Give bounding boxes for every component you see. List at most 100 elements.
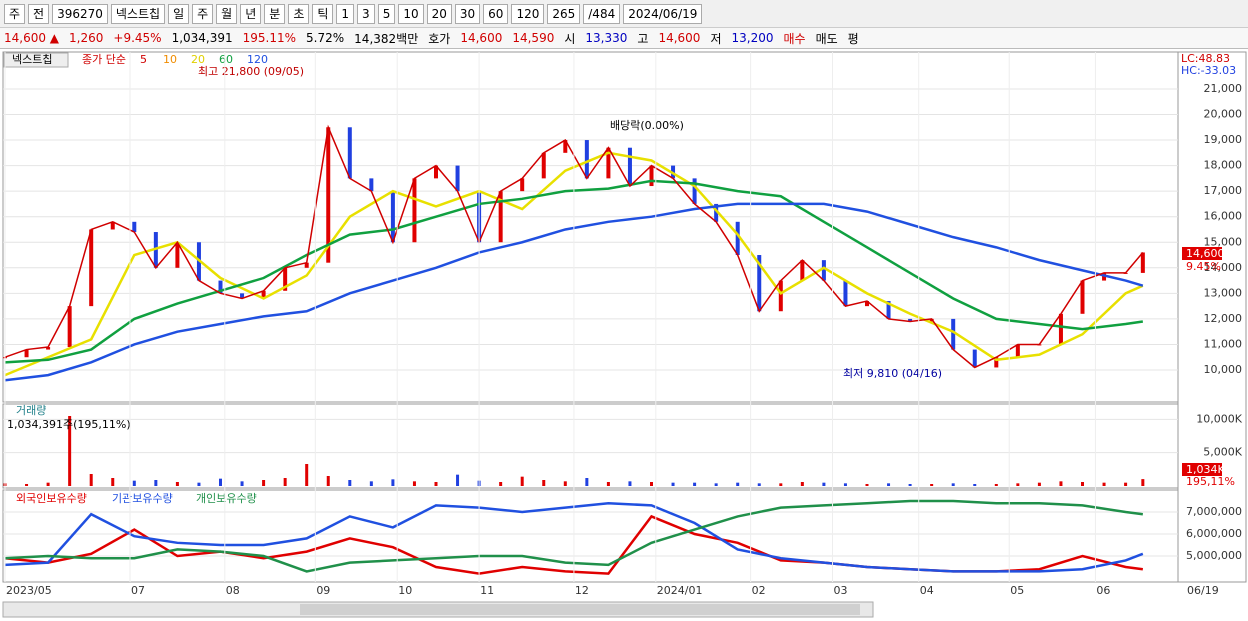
toolbar-item[interactable]: 265 xyxy=(547,3,581,24)
toolbar-item[interactable]: 분 xyxy=(264,3,286,24)
toolbar-item[interactable]: 30 xyxy=(454,3,481,24)
toolbar-item[interactable]: 5 xyxy=(377,3,396,24)
volume-bar xyxy=(800,482,804,486)
volume-bar xyxy=(46,482,50,486)
legend-item: 20 xyxy=(191,53,205,66)
scroll-thumb[interactable] xyxy=(300,604,860,615)
info-item: 1,260 xyxy=(69,31,104,45)
candle xyxy=(735,221,740,256)
toolbar-item[interactable]: 1 xyxy=(336,3,355,24)
volume-bar xyxy=(714,483,718,486)
x-tick-label: 09 xyxy=(316,584,330,597)
toolbar-item[interactable]: 396270 xyxy=(52,3,108,24)
candle xyxy=(132,221,137,233)
y-tick-label: 10,000 xyxy=(1204,363,1243,376)
toolbar-item[interactable]: 주 xyxy=(4,3,26,24)
volume-bar xyxy=(305,464,309,486)
volume-bar xyxy=(89,474,93,486)
candle xyxy=(1080,280,1085,314)
y-tick-label: 15,000 xyxy=(1204,235,1243,248)
candle xyxy=(498,191,503,243)
toolbar-item[interactable]: 일 xyxy=(168,3,190,24)
volume-bar xyxy=(499,482,503,486)
candle xyxy=(46,347,51,350)
last-pct: 9.45% xyxy=(1186,260,1221,273)
volume-bar xyxy=(434,482,438,486)
toolbar: 주 전 396270 넥스트칩 일 주 월 년 분 초 틱 1 3 5 10 20 30 60 120 265/484… xyxy=(0,0,1248,28)
volume-bar xyxy=(412,481,416,486)
toolbar-item[interactable]: 전 xyxy=(28,3,50,24)
volume-bar xyxy=(283,478,287,486)
candle xyxy=(89,229,94,307)
volume-bar xyxy=(930,484,934,486)
volume-bar xyxy=(219,478,222,486)
toolbar-item[interactable]: 3 xyxy=(357,3,375,24)
candle xyxy=(649,165,654,187)
candle xyxy=(434,165,438,179)
y-tick-label: 7,000,000 xyxy=(1186,505,1242,518)
info-item: 14,600 xyxy=(658,31,701,45)
toolbar-item[interactable]: 초 xyxy=(288,3,310,24)
toolbar-item[interactable]: 월 xyxy=(216,3,238,24)
toolbar-item[interactable]: 2024/06/19 xyxy=(623,3,703,24)
volume-bar xyxy=(757,483,761,486)
candle xyxy=(843,280,848,307)
volume-bar xyxy=(865,484,869,486)
last-box xyxy=(1182,463,1222,476)
candle xyxy=(865,301,869,307)
info-item: 매수 xyxy=(783,31,806,46)
volume-bar xyxy=(369,481,373,486)
info-item: 14,382백만 xyxy=(354,31,419,46)
candle xyxy=(1015,344,1020,358)
volume-bar xyxy=(326,476,330,486)
volume-bar xyxy=(994,484,998,486)
volume-bar xyxy=(908,484,912,486)
info-item: 저 xyxy=(710,31,722,46)
toolbar-item[interactable]: 10 xyxy=(398,3,424,24)
annotation: 최고 21,800 (09/05) xyxy=(198,65,304,78)
toolbar-item[interactable]: 틱 xyxy=(312,3,334,24)
toolbar-item[interactable]: /484 xyxy=(583,3,621,24)
volume-bar xyxy=(111,478,115,486)
info-item: 13,330 xyxy=(585,31,628,45)
candle xyxy=(369,178,374,192)
legend-item: 10 xyxy=(163,53,177,66)
candle xyxy=(1058,313,1063,345)
candle xyxy=(800,260,805,281)
toolbar-item[interactable]: 120 xyxy=(511,3,545,24)
volume-bar xyxy=(1059,481,1063,486)
volume-bar xyxy=(25,484,29,486)
toolbar-item[interactable]: 60 xyxy=(483,3,509,24)
volume-bar xyxy=(628,481,632,486)
x-tick-label: 10 xyxy=(398,584,412,597)
volume-bar xyxy=(671,482,675,486)
legend-item: 120 xyxy=(247,53,268,66)
x-tick-label: 06 xyxy=(1096,584,1110,597)
candle xyxy=(326,127,331,263)
volume-bar xyxy=(951,483,955,486)
toolbar-item[interactable]: 년 xyxy=(240,3,262,24)
close-line xyxy=(4,124,1144,369)
info-item: 14,590 xyxy=(512,31,555,45)
y-tick-label: 17,000 xyxy=(1204,184,1243,197)
info-item: 13,200 xyxy=(731,31,774,45)
ma-line xyxy=(4,179,1144,364)
last-date: 06/19 xyxy=(1187,584,1219,597)
toolbar-item[interactable]: 주 xyxy=(192,3,214,24)
toolbar-item[interactable]: 넥스트칩 xyxy=(110,3,166,24)
holding-line xyxy=(4,499,1143,573)
last-volume: 1,034K xyxy=(1186,463,1225,476)
ma-line xyxy=(4,151,1144,377)
candle xyxy=(972,349,977,368)
volume-bar xyxy=(262,480,266,486)
x-tick-label: 07 xyxy=(131,584,145,597)
volume-bar xyxy=(520,476,524,486)
volume-bar xyxy=(693,482,697,486)
toolbar-item[interactable]: 20 xyxy=(426,3,452,24)
panel-title: 거래량 xyxy=(16,404,46,417)
x-tick-label: 05 xyxy=(1010,584,1024,597)
ma-line xyxy=(4,202,1144,382)
candle xyxy=(994,357,999,368)
chart: 10,000 11,000 12,000 13,000 14,000 15,000 16,0… xyxy=(2,51,1247,618)
candle xyxy=(757,255,762,312)
